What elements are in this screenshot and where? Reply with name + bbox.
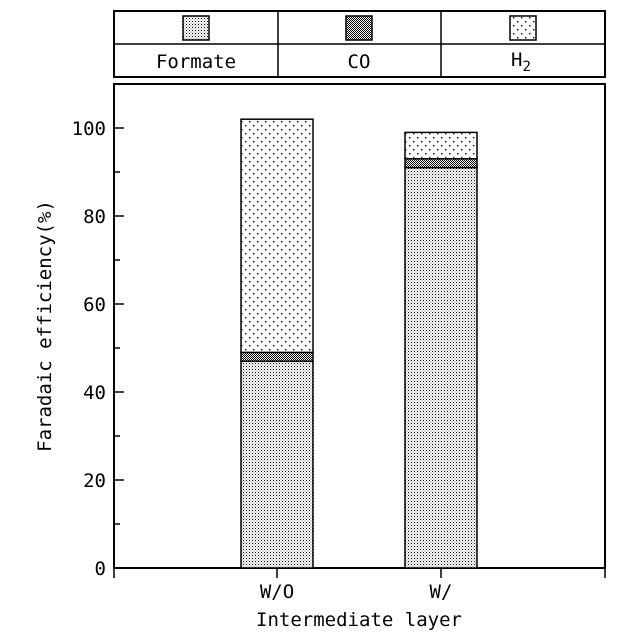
legend-label-formate: Formate [156,51,236,73]
y-tick-label: 0 [95,558,106,580]
x-tick-label: W/O [260,581,294,603]
bars [241,119,477,568]
legend-label-h2: H2 [511,49,531,75]
x-axis: W/O W/ [114,568,605,603]
y-tick-label: 40 [83,382,106,404]
bar-co-1 [241,352,313,361]
legend-swatch-formate [183,16,209,40]
bar-h2-2 [405,132,477,158]
legend-label-co: CO [348,51,371,73]
bar-h2-1 [241,119,313,352]
legend-label-h2-main: H [511,49,522,71]
y-axis-title: Faradaic efficiency(%) [34,200,56,452]
legend-swatch-co [346,16,372,40]
bar-formate-2 [405,168,477,568]
legend-swatch-h2 [510,16,536,40]
y-axis: 0 20 40 60 80 100 [72,84,124,580]
bar-formate-1 [241,361,313,568]
legend-label-h2-subscript: 2 [523,59,531,75]
legend: Formate CO H2 [114,11,605,77]
bar-co-2 [405,159,477,168]
x-axis-title: Intermediate layer [256,609,462,631]
y-tick-label: 20 [83,470,106,492]
x-tick-label: W/ [430,581,453,603]
y-tick-label: 60 [83,294,106,316]
y-tick-label: 80 [83,206,106,228]
plot-frame [114,84,605,568]
y-tick-label: 100 [72,118,106,140]
